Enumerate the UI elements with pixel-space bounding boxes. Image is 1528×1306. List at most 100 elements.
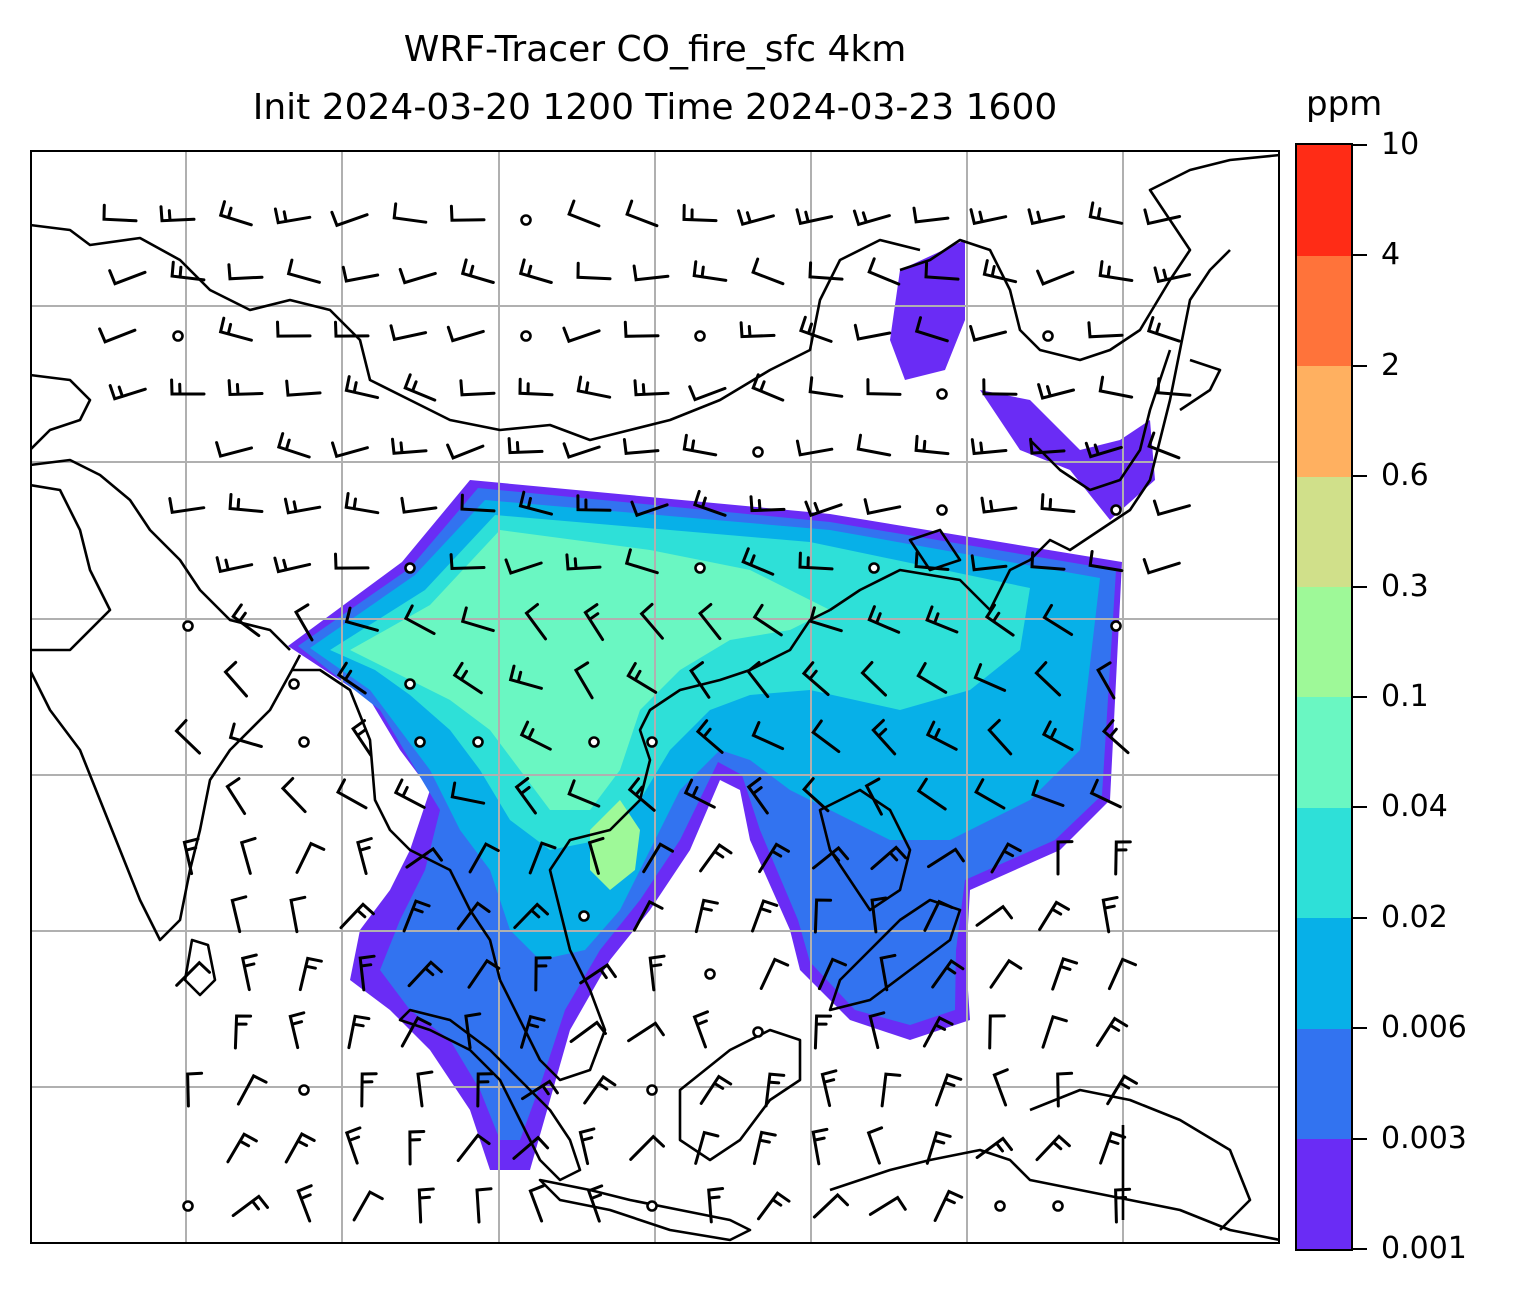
colorbar-segment [1297, 1138, 1351, 1250]
wind-barb [864, 777, 883, 816]
wind-barb [1114, 1187, 1132, 1224]
wind-barb [692, 1010, 709, 1049]
wind-barb [408, 1130, 426, 1166]
wind-barb [400, 1016, 432, 1048]
calm-marker [994, 1200, 1006, 1212]
wind-barb [452, 661, 483, 695]
wind-barb [392, 202, 428, 224]
colorbar-segment [1297, 807, 1351, 919]
wind-barb [507, 437, 544, 455]
wind-barb [460, 258, 495, 284]
wind-barb [812, 845, 850, 870]
colorbar-tick [1353, 696, 1367, 698]
wind-barb [108, 384, 147, 401]
wind-barb [682, 433, 718, 457]
colorbar-tick [1353, 1027, 1367, 1030]
colorbar-tick [1353, 585, 1367, 588]
wind-barb [231, 603, 261, 638]
wind-barb [347, 1014, 371, 1050]
wind-barb [741, 547, 775, 576]
wind-barb [1035, 1134, 1071, 1162]
wind-barb [168, 497, 206, 514]
wind-barb [804, 500, 843, 518]
wind-barb [632, 899, 664, 932]
wind-barb [689, 661, 711, 699]
wind-barb [1031, 779, 1065, 807]
wind-barb [296, 1184, 313, 1223]
wind-barb [567, 199, 601, 228]
tracer-plume [288, 480, 1122, 1170]
wind-barb [813, 898, 833, 934]
wind-barb [801, 661, 830, 696]
wind-barb [358, 954, 376, 992]
wind-barb [576, 261, 612, 281]
wind-barb [416, 1070, 434, 1108]
wind-barb [1156, 377, 1192, 397]
colorbar-segment [1297, 365, 1351, 477]
wind-barb [508, 664, 543, 690]
wind-barb [283, 497, 322, 515]
colorbar-segment [1297, 586, 1351, 698]
wind-barb [446, 325, 485, 343]
wind-barb [403, 604, 436, 636]
wind-barb [1098, 375, 1134, 399]
wind-barb [632, 264, 670, 282]
colorbar-segment [1297, 1028, 1351, 1140]
wind-barb [233, 1014, 253, 1050]
calm-marker [868, 562, 880, 574]
wind-barb [402, 899, 431, 933]
wind-barb [699, 1074, 733, 1105]
calm-marker [298, 736, 310, 748]
wind-barb [914, 551, 950, 571]
wind-barb [393, 778, 426, 809]
wind-barb [417, 1187, 435, 1224]
wind-barb [639, 602, 664, 640]
wind-barb [1040, 493, 1076, 513]
wind-barb [795, 439, 834, 457]
wind-barb [802, 777, 830, 813]
wind-barb [239, 836, 257, 875]
colorbar-tick-label: 0.02 [1381, 899, 1448, 935]
wind-barb [520, 1014, 546, 1049]
wind-barb [1088, 550, 1124, 573]
wind-barb [853, 323, 892, 341]
colorbar-segment [1297, 476, 1351, 588]
wind-barb [914, 316, 949, 343]
wind-barb [925, 720, 958, 751]
wind-barb [464, 1012, 482, 1050]
wind-barb [231, 1194, 269, 1218]
wind-barb [992, 1068, 1009, 1107]
wind-barb [969, 325, 1007, 342]
wind-barb [175, 960, 211, 987]
wind-barb [218, 316, 253, 342]
calm-marker [936, 388, 948, 400]
calm-marker [1110, 504, 1122, 516]
wind-barb [356, 837, 373, 875]
wind-barb [808, 606, 843, 633]
wind-barb [698, 603, 722, 641]
wind-barb [1042, 603, 1074, 636]
wind-barb [339, 902, 375, 930]
calm-marker [404, 678, 416, 690]
wind-barb [226, 1132, 258, 1164]
wind-barb [982, 259, 1018, 284]
wind-barb [504, 558, 543, 575]
wind-barb [629, 1134, 665, 1161]
wind-barb [170, 378, 206, 396]
wind-barb [450, 781, 486, 805]
wind-barb [984, 603, 1015, 637]
wind-barb [534, 956, 552, 992]
wind-barb [334, 552, 370, 570]
wind-barb [867, 605, 901, 634]
wind-barb [707, 1187, 725, 1224]
wind-barb [1088, 201, 1124, 225]
wind-barb [159, 205, 196, 223]
wind-barb [1107, 957, 1137, 991]
wind-barb [916, 777, 947, 811]
wind-barb [330, 210, 369, 228]
wind-barb [446, 443, 485, 460]
wind-barb [286, 258, 321, 284]
wind-barb [812, 1192, 849, 1219]
wind-barb [579, 963, 617, 985]
wind-barb [528, 1184, 545, 1223]
